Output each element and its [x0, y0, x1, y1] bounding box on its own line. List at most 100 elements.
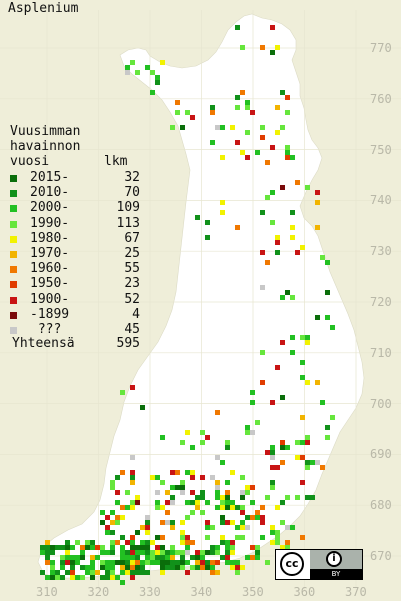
observation-square: [75, 575, 80, 580]
observation-square: [40, 550, 45, 555]
observation-square: [225, 555, 230, 560]
observation-square: [270, 400, 275, 405]
observation-square: [160, 545, 165, 550]
observation-square: [220, 125, 225, 130]
observation-square: [175, 485, 180, 490]
observation-square: [270, 455, 275, 460]
observation-square: [320, 255, 325, 260]
observation-square: [200, 555, 205, 560]
y-axis-label: 720: [370, 295, 392, 309]
observation-square: [260, 125, 265, 130]
observation-square: [280, 340, 285, 345]
observation-square: [290, 350, 295, 355]
observation-square: [50, 575, 55, 580]
observation-square: [60, 545, 65, 550]
observation-square: [290, 235, 295, 240]
observation-square: [105, 530, 110, 535]
observation-square: [140, 405, 145, 410]
observation-square: [120, 545, 125, 550]
observation-square: [135, 500, 140, 505]
observation-square: [135, 555, 140, 560]
grid-lines: [0, 10, 401, 590]
observation-square: [125, 560, 130, 565]
observation-square: [315, 200, 320, 205]
observation-square: [225, 545, 230, 550]
observation-square: [170, 495, 175, 500]
observation-square: [315, 225, 320, 230]
observation-square: [160, 520, 165, 525]
map-title: Asplenium: [8, 1, 79, 16]
observation-square: [255, 550, 260, 555]
by-label: BY: [310, 569, 362, 579]
observation-square: [105, 575, 110, 580]
observation-square: [300, 245, 305, 250]
observation-square: [150, 70, 155, 75]
observation-square: [80, 545, 85, 550]
observation-square: [105, 560, 110, 565]
observation-square: [305, 340, 310, 345]
observation-square: [245, 425, 250, 430]
observation-square: [45, 575, 50, 580]
observation-square: [90, 560, 95, 565]
observation-square: [215, 480, 220, 485]
observation-square: [185, 110, 190, 115]
observation-square: [180, 440, 185, 445]
y-axis-label: 710: [370, 345, 392, 360]
observation-square: [55, 570, 60, 575]
observation-square: [190, 540, 195, 545]
x-axis-label: 350: [242, 585, 264, 599]
observation-square: [210, 565, 215, 570]
legend-label: 1990-: [30, 215, 70, 231]
observation-square: [230, 520, 235, 525]
observation-square: [240, 565, 245, 570]
observation-square: [210, 475, 215, 480]
observation-square: [250, 555, 255, 560]
observation-square: [220, 495, 225, 500]
observation-square: [155, 535, 160, 540]
observation-square: [180, 530, 185, 535]
observation-square: [220, 500, 225, 505]
legend-swatch: [10, 266, 17, 274]
observation-square: [220, 155, 225, 160]
observation-square: [270, 480, 275, 485]
observation-square: [130, 505, 135, 510]
legend-label: 1960-: [30, 261, 70, 277]
observation-square: [110, 545, 115, 550]
observation-square: [85, 545, 90, 550]
legend-swatch: [10, 281, 17, 289]
observation-square: [225, 490, 230, 495]
observation-square: [235, 525, 240, 530]
observation-square: [185, 535, 190, 540]
observation-square: [185, 430, 190, 435]
observation-square: [100, 575, 105, 580]
observation-square: [275, 235, 280, 240]
observation-square: [260, 210, 265, 215]
observation-square: [75, 540, 80, 545]
legend-count: 70: [124, 185, 140, 201]
observation-square: [100, 550, 105, 555]
observation-square: [280, 295, 285, 300]
observation-square: [250, 390, 255, 395]
legend-total-label: Yhteensä: [12, 336, 75, 351]
observation-square: [175, 560, 180, 565]
observation-square: [100, 520, 105, 525]
observation-square: [220, 200, 225, 205]
observation-square: [85, 540, 90, 545]
observation-square: [240, 525, 245, 530]
observation-square: [265, 495, 270, 500]
observation-square: [325, 260, 330, 265]
observation-square: [215, 545, 220, 550]
observation-square: [275, 365, 280, 370]
observation-square: [300, 415, 305, 420]
observation-square: [220, 505, 225, 510]
observation-square: [130, 545, 135, 550]
observation-square: [50, 565, 55, 570]
cc-logo-icon: cc: [280, 552, 304, 576]
legend-count: 45: [124, 322, 140, 337]
observation-square: [170, 470, 175, 475]
observation-square: [235, 140, 240, 145]
legend-label: 1950-: [30, 276, 70, 292]
cc-by-license-badge[interactable]: cc i BY: [275, 549, 363, 580]
observation-square: [280, 395, 285, 400]
observation-square: [170, 555, 175, 560]
